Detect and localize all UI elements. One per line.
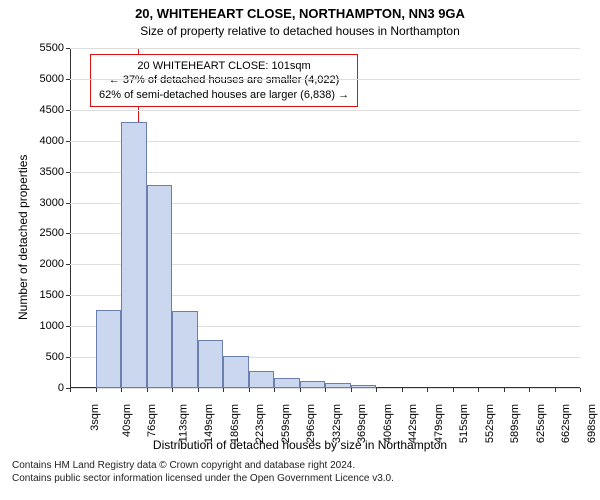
xtick-label: 515sqm [458, 404, 470, 443]
xtick-mark [121, 388, 122, 392]
histogram-bar [198, 340, 224, 388]
ytick-label: 4500 [40, 104, 70, 116]
gridline [70, 172, 580, 173]
histogram-bar [172, 311, 198, 388]
histogram-bar [121, 122, 147, 388]
gridline [70, 79, 580, 80]
y-axis-line [70, 48, 71, 388]
xtick-mark [172, 388, 173, 392]
xtick-label: 442sqm [407, 404, 419, 443]
histogram-bar [96, 310, 122, 388]
gridline [70, 141, 580, 142]
histogram-bar [249, 371, 275, 388]
xtick-mark [453, 388, 454, 392]
ytick-label: 1500 [40, 289, 70, 301]
ytick-label: 3500 [40, 166, 70, 178]
ytick-label: 0 [58, 382, 70, 394]
xtick-mark [427, 388, 428, 392]
xtick-mark [325, 388, 326, 392]
ytick-label: 4000 [40, 135, 70, 147]
footer-text: Contains HM Land Registry data © Crown c… [12, 460, 394, 485]
xtick-label: 406sqm [382, 404, 394, 443]
footer-line2: Contains public sector information licen… [12, 473, 394, 486]
gridline [70, 110, 580, 111]
ytick-label: 2000 [40, 258, 70, 270]
xtick-label: 186sqm [229, 404, 241, 443]
xtick-mark [274, 388, 275, 392]
xtick-mark [580, 388, 581, 392]
xtick-label: 113sqm [177, 404, 189, 442]
ytick-label: 500 [46, 351, 70, 363]
histogram-bar [274, 378, 300, 388]
xtick-label: 479sqm [433, 404, 445, 443]
callout-box: 20 WHITEHEART CLOSE: 101sqm ← 37% of det… [90, 54, 358, 107]
callout-line3: 62% of semi-detached houses are larger (… [99, 88, 349, 102]
xtick-label: 552sqm [484, 404, 496, 443]
xtick-label: 76sqm [146, 404, 158, 437]
footer-line1: Contains HM Land Registry data © Crown c… [12, 460, 394, 473]
chart-title: 20, WHITEHEART CLOSE, NORTHAMPTON, NN3 9… [0, 6, 600, 21]
histogram-bar [325, 383, 351, 388]
xtick-mark [529, 388, 530, 392]
xtick-mark [376, 388, 377, 392]
xtick-label: 223sqm [254, 404, 266, 443]
gridline [70, 48, 580, 49]
xtick-mark [300, 388, 301, 392]
xtick-mark [402, 388, 403, 392]
ytick-label: 5500 [40, 42, 70, 54]
histogram-bar [300, 381, 326, 388]
xtick-mark [223, 388, 224, 392]
xtick-label: 369sqm [356, 404, 368, 443]
xtick-mark [147, 388, 148, 392]
xtick-label: 296sqm [305, 404, 317, 443]
xtick-mark [249, 388, 250, 392]
xtick-mark [351, 388, 352, 392]
xtick-label: 40sqm [121, 404, 133, 437]
xtick-mark [555, 388, 556, 392]
xtick-label: 332sqm [331, 404, 343, 443]
xtick-mark [70, 388, 71, 392]
chart-subtitle: Size of property relative to detached ho… [0, 24, 600, 38]
ytick-label: 5000 [40, 73, 70, 85]
xtick-label: 625sqm [535, 404, 547, 443]
chart-container: { "title1": "20, WHITEHEART CLOSE, NORTH… [0, 0, 600, 500]
xtick-label: 662sqm [560, 404, 572, 443]
callout-line1: 20 WHITEHEART CLOSE: 101sqm [99, 59, 349, 73]
ytick-label: 3000 [40, 197, 70, 209]
xtick-label: 3sqm [89, 404, 101, 431]
ytick-label: 1000 [40, 320, 70, 332]
y-axis-label: Number of detached properties [16, 155, 30, 320]
xtick-mark [96, 388, 97, 392]
xtick-mark [198, 388, 199, 392]
histogram-bar [351, 385, 377, 388]
ytick-label: 2500 [40, 227, 70, 239]
xtick-mark [478, 388, 479, 392]
histogram-bar [223, 356, 249, 388]
xtick-mark [504, 388, 505, 392]
plot-area: 20 WHITEHEART CLOSE: 101sqm ← 37% of det… [70, 48, 580, 388]
xtick-label: 149sqm [203, 404, 215, 443]
histogram-bar [147, 185, 173, 388]
xtick-label: 589sqm [509, 404, 521, 443]
xtick-label: 259sqm [280, 404, 292, 443]
xtick-label: 698sqm [586, 404, 598, 443]
callout-line2: ← 37% of detached houses are smaller (4,… [99, 73, 349, 87]
